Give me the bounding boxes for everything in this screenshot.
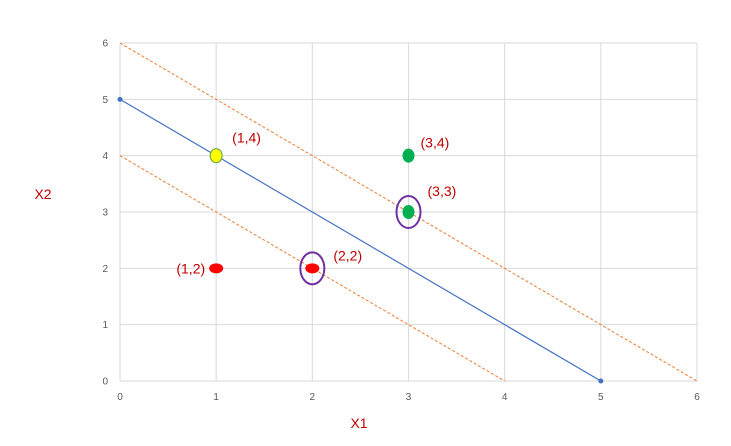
data-point bbox=[209, 263, 224, 274]
x-tick-label: 4 bbox=[502, 392, 508, 403]
highlight-circle bbox=[299, 251, 326, 286]
y-tick-label: 3 bbox=[102, 208, 108, 219]
data-points bbox=[209, 148, 415, 274]
y-tick-label: 6 bbox=[102, 39, 108, 50]
line-endpoint-marker bbox=[117, 96, 123, 102]
highlight-circles bbox=[299, 195, 422, 286]
data-point bbox=[402, 148, 415, 163]
x-tick-label: 6 bbox=[694, 392, 700, 403]
highlight-circle bbox=[395, 195, 422, 229]
y-tick-labels: 0 1 2 3 4 5 6 bbox=[102, 39, 108, 388]
y-tick-label: 4 bbox=[102, 151, 108, 162]
x-tick-label: 2 bbox=[310, 392, 316, 403]
x-tick-labels: 0 1 2 3 4 5 6 bbox=[117, 392, 700, 403]
point-labels: (1,4) (3,4) (3,3) (1,2) (2,2) bbox=[176, 130, 456, 277]
line-endpoint-marker bbox=[598, 378, 604, 384]
y-axis-title: X2 bbox=[34, 186, 51, 202]
data-point bbox=[305, 263, 320, 274]
point-label: (3,4) bbox=[421, 135, 450, 151]
point-label: (3,3) bbox=[428, 183, 457, 199]
data-point bbox=[209, 148, 223, 164]
margin-line bbox=[119, 42, 698, 382]
x-tick-label: 5 bbox=[598, 392, 604, 403]
point-label: (2,2) bbox=[333, 247, 362, 263]
x-axis-title: X1 bbox=[350, 415, 367, 431]
y-tick-label: 0 bbox=[102, 377, 108, 388]
x-tick-label: 3 bbox=[406, 392, 412, 403]
x-tick-label: 0 bbox=[117, 392, 123, 403]
y-tick-label: 5 bbox=[102, 95, 108, 106]
data-point bbox=[402, 205, 415, 219]
y-tick-label: 1 bbox=[102, 320, 108, 331]
point-label: (1,4) bbox=[232, 130, 261, 146]
decision-line bbox=[119, 98, 602, 382]
point-label: (1,2) bbox=[176, 260, 205, 276]
y-tick-label: 2 bbox=[102, 264, 108, 275]
x-tick-label: 1 bbox=[213, 392, 219, 403]
